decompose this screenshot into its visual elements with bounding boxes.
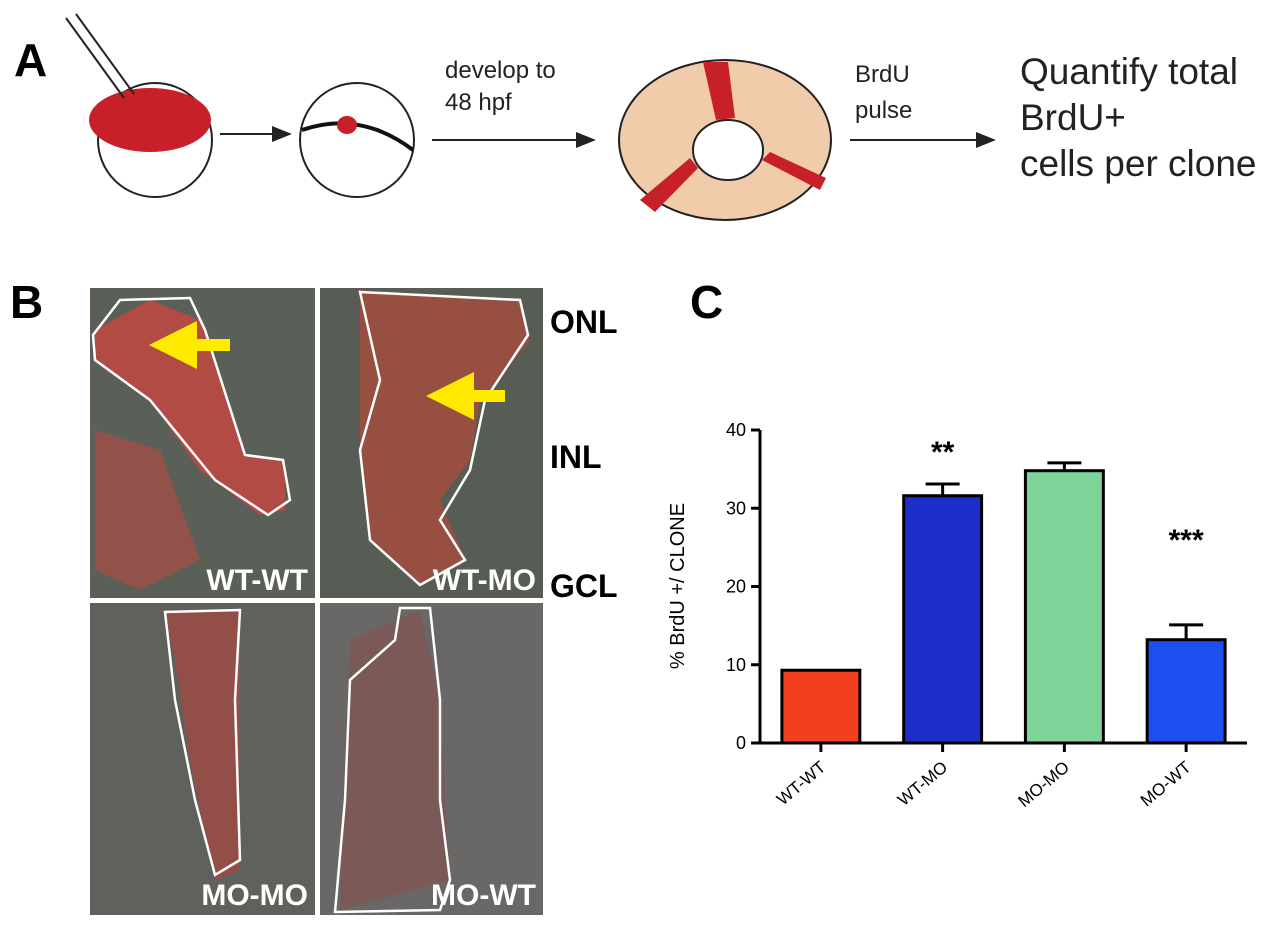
layer-label: GCL: [550, 568, 618, 604]
significance: ***: [1169, 524, 1204, 557]
image-label: WT-WT: [206, 564, 308, 597]
significance: **: [931, 436, 955, 469]
panel-label: B: [10, 276, 43, 328]
y-tick-label: 20: [726, 577, 746, 597]
y-tick-label: 30: [726, 498, 746, 518]
bar: [1023, 469, 1105, 745]
image-label: WT-MO: [433, 564, 536, 597]
bar: [1145, 638, 1227, 745]
error-bar: [1169, 623, 1204, 640]
y-axis-label: % BrdU +/ CLONE: [667, 503, 689, 669]
schematic: [65, 13, 996, 221]
layer-label: INL: [550, 439, 602, 475]
x-tick-label: MO-WT: [1137, 758, 1195, 811]
result-text: cells per clone: [1020, 143, 1257, 184]
step-text: pulse: [855, 97, 912, 124]
y-tick-label: 10: [726, 655, 746, 675]
step-text: develop to: [445, 57, 556, 84]
bar: [780, 668, 862, 745]
result-text: BrdU+: [1020, 97, 1126, 138]
x-tick-label: WT-WT: [773, 758, 829, 810]
error-bar: [1047, 461, 1082, 471]
y-tick-label: 40: [726, 420, 746, 440]
step-text: BrdU: [855, 61, 910, 88]
x-tick-label: WT-MO: [894, 758, 951, 810]
step-text: 48 hpf: [445, 89, 512, 116]
y-tick-label: 0: [736, 733, 746, 753]
micrographs: [90, 288, 543, 915]
panel-label: A: [14, 34, 47, 86]
panel-label: C: [690, 276, 723, 328]
x-tick-label: MO-MO: [1014, 758, 1073, 811]
image-label: MO-WT: [431, 879, 536, 912]
result-text: Quantify total: [1020, 51, 1238, 92]
error-bar: [925, 482, 960, 496]
bar: [902, 494, 984, 745]
layer-label: ONL: [550, 304, 618, 340]
image-label: MO-MO: [201, 879, 308, 912]
